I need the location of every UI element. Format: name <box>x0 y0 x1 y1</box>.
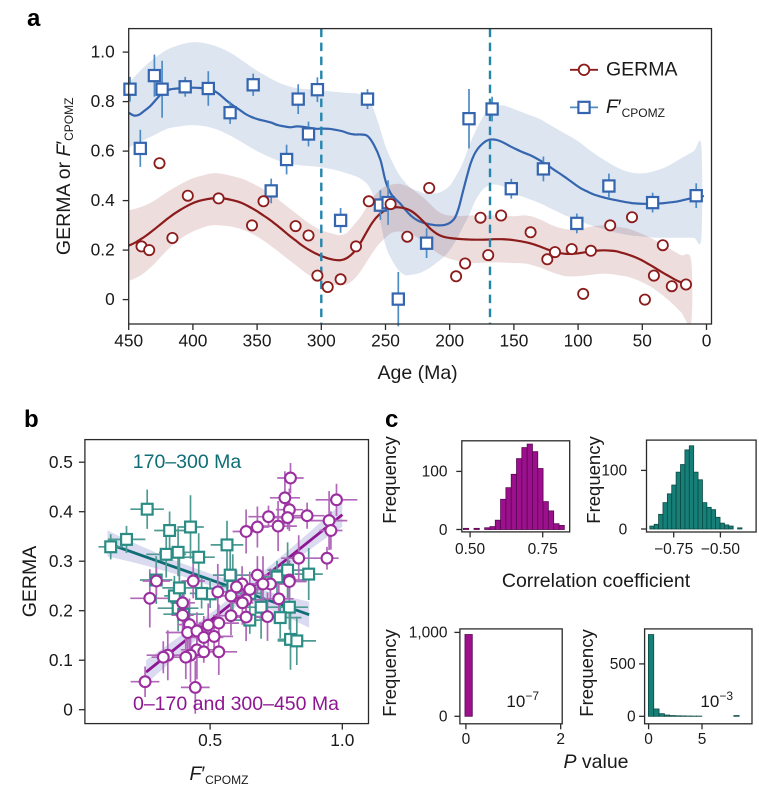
svg-text:0: 0 <box>439 522 448 539</box>
svg-text:0: 0 <box>439 709 448 726</box>
svg-text:Age (Ma): Age (Ma) <box>377 362 457 384</box>
svg-text:1.0: 1.0 <box>330 730 354 750</box>
svg-text:0–170 and 300–450 Ma: 0–170 and 300–450 Ma <box>133 693 339 715</box>
svg-text:100: 100 <box>564 331 593 351</box>
svg-text:0.5: 0.5 <box>198 730 222 750</box>
svg-text:0.3: 0.3 <box>49 551 73 571</box>
svg-text:100: 100 <box>601 463 627 480</box>
svg-text:−0.50: −0.50 <box>701 541 741 558</box>
svg-text:200: 200 <box>435 331 464 351</box>
svg-text:c: c <box>385 406 398 433</box>
svg-text:0.50: 0.50 <box>455 541 486 558</box>
svg-text:GERMA: GERMA <box>19 546 41 618</box>
svg-text:a: a <box>27 5 41 32</box>
svg-text:350: 350 <box>243 331 272 351</box>
svg-text:450: 450 <box>114 331 143 351</box>
svg-text:0: 0 <box>462 731 471 748</box>
svg-text:0.1: 0.1 <box>49 650 73 670</box>
svg-text:0.5: 0.5 <box>49 452 73 472</box>
svg-text:b: b <box>24 406 39 433</box>
svg-text:Frequency: Frequency <box>576 629 597 717</box>
svg-text:Correlation coefficient: Correlation coefficient <box>502 570 691 592</box>
svg-text:0: 0 <box>619 521 628 538</box>
svg-text:500: 500 <box>610 656 636 673</box>
svg-text:0.75: 0.75 <box>528 541 558 558</box>
svg-text:−0.75: −0.75 <box>654 541 693 558</box>
svg-text:P value: P value <box>563 751 628 773</box>
svg-text:0.4: 0.4 <box>91 190 115 210</box>
svg-text:0.4: 0.4 <box>49 501 73 521</box>
svg-text:300: 300 <box>307 331 336 351</box>
svg-text:0: 0 <box>105 289 115 309</box>
svg-text:100: 100 <box>422 464 448 481</box>
svg-text:250: 250 <box>371 331 400 351</box>
svg-text:0.8: 0.8 <box>91 91 115 111</box>
svg-text:1.0: 1.0 <box>91 42 115 62</box>
svg-text:Frequency: Frequency <box>379 436 400 524</box>
svg-text:0.6: 0.6 <box>91 141 115 161</box>
svg-text:5: 5 <box>698 731 707 748</box>
svg-text:0: 0 <box>644 731 653 748</box>
svg-text:400: 400 <box>178 331 207 351</box>
svg-text:150: 150 <box>499 331 528 351</box>
svg-text:F′CPOMZ: F′CPOMZ <box>190 763 249 787</box>
svg-text:Frequency: Frequency <box>379 629 400 717</box>
svg-text:50: 50 <box>633 331 652 351</box>
svg-text:2: 2 <box>556 731 565 748</box>
svg-text:0: 0 <box>63 699 73 719</box>
svg-text:GERMA: GERMA <box>606 59 678 81</box>
svg-text:0.2: 0.2 <box>91 240 115 260</box>
svg-text:0: 0 <box>627 709 636 726</box>
svg-text:Frequency: Frequency <box>583 436 604 524</box>
svg-text:170–300 Ma: 170–300 Ma <box>133 451 242 473</box>
svg-text:0: 0 <box>702 331 712 351</box>
svg-text:0.2: 0.2 <box>49 600 73 620</box>
svg-text:1,000: 1,000 <box>409 625 448 642</box>
